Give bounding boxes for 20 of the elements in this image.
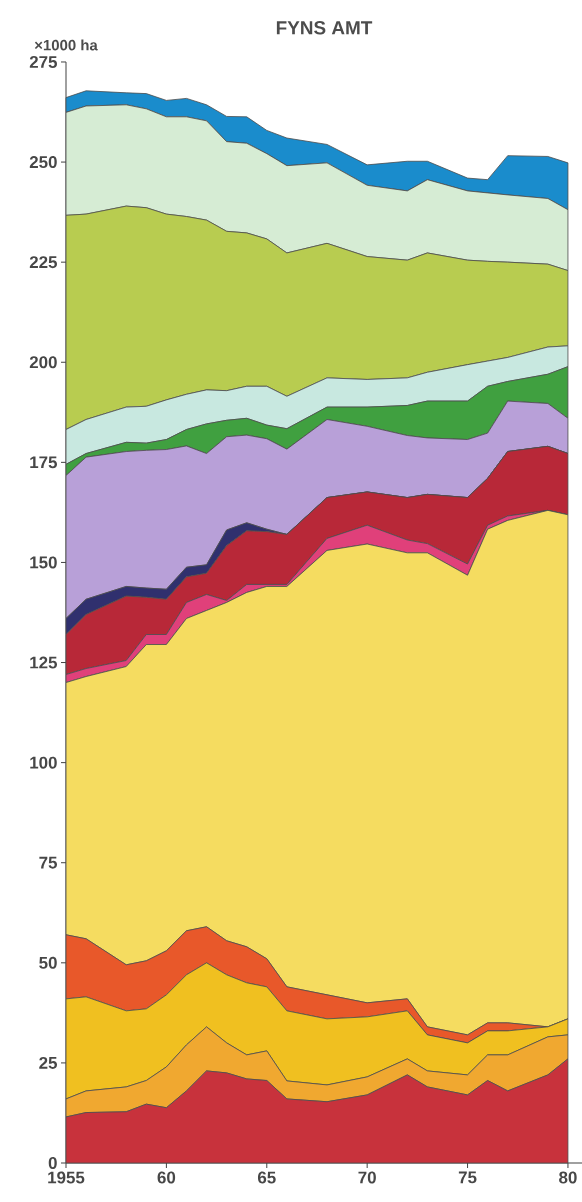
y-tick-label: 50 <box>39 956 57 969</box>
y-tick-label: 200 <box>29 356 57 369</box>
y-tick-label: 75 <box>39 856 58 869</box>
x-tick-label: 1955 <box>48 1171 85 1184</box>
y-tick-label: 0 <box>48 1157 57 1169</box>
y-tick-label: 25 <box>39 1056 58 1069</box>
y-tick-label: 250 <box>29 156 57 169</box>
x-tick-label: 80 <box>559 1171 577 1184</box>
x-tick-label: 60 <box>157 1171 176 1184</box>
x-tick-label: 65 <box>257 1171 276 1184</box>
y-axis-title: ×1000 ha <box>34 39 98 51</box>
y-tick-label: 100 <box>30 756 57 769</box>
x-tick-label: 70 <box>358 1171 376 1184</box>
chart-title: FYNS AMT <box>276 21 373 35</box>
x-tick-label: 75 <box>458 1171 477 1184</box>
y-tick-label: 275 <box>29 55 58 68</box>
y-tick-label: 225 <box>29 256 58 269</box>
y-tick-label: 175 <box>30 456 58 469</box>
y-tick-label: 125 <box>30 656 58 669</box>
y-tick-label: 150 <box>30 556 57 569</box>
